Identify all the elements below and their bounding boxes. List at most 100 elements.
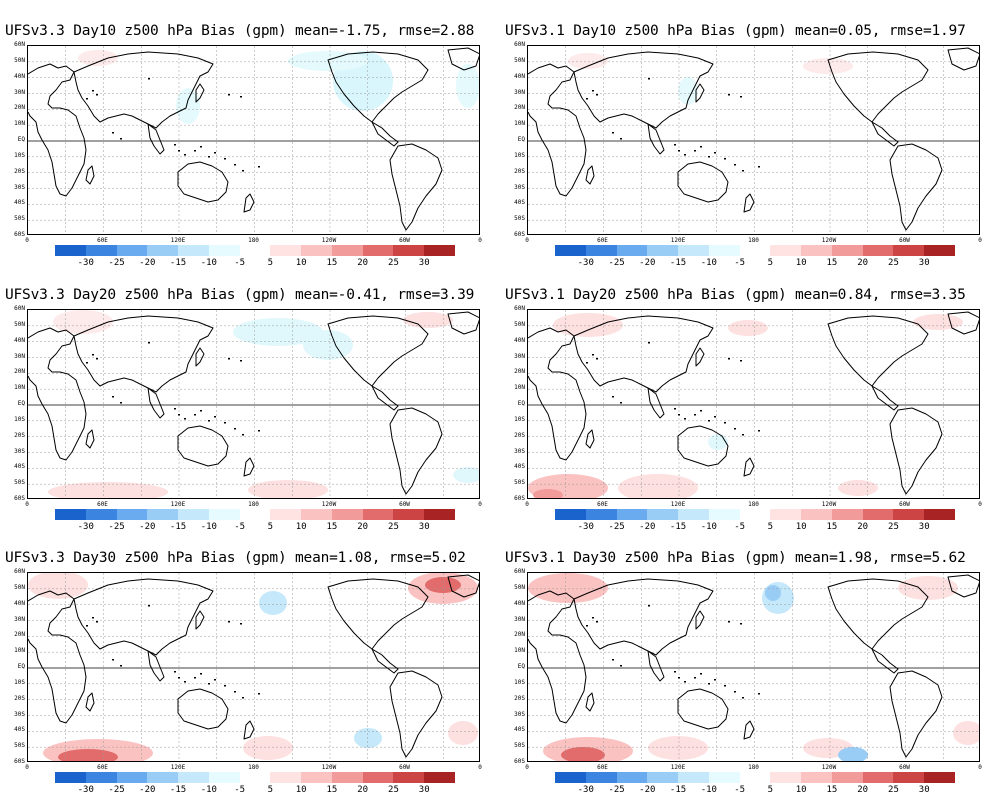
colorbar-label: 20: [357, 258, 369, 268]
latitude-label: 10S: [514, 415, 525, 423]
colorbar-label: -15: [169, 785, 187, 795]
latitude-label: 50N: [514, 583, 525, 591]
colorbar-swatch: [770, 245, 802, 256]
colorbar-label: 25: [888, 258, 899, 268]
coastline: [743, 720, 755, 740]
colorbar-label: 15: [826, 522, 838, 532]
colorbar-label: 15: [826, 785, 838, 795]
latitude-label: 40N: [14, 72, 25, 80]
coastline: [371, 648, 399, 674]
island: [620, 402, 622, 404]
coastline: [243, 193, 255, 213]
colorbar-label: 10: [795, 522, 807, 532]
latitude-label: 20S: [514, 431, 525, 439]
colorbar-swatch: [239, 245, 271, 256]
latitude-label: 60S: [514, 495, 525, 502]
island: [208, 420, 210, 422]
map-panel: UFSv3.3 Day10 z500 hPa Bias (gpm) mean=-…: [5, 23, 482, 285]
colorbar-label: -25: [608, 258, 625, 268]
colorbar-swatch: [893, 772, 925, 783]
colorbar-swatch: [585, 509, 618, 520]
colorbar-label: -30: [77, 785, 94, 795]
coastline: [195, 347, 205, 367]
longitude-label: 120E: [670, 501, 686, 508]
colorbar-swatch: [678, 245, 710, 256]
colorbar-label: -5: [734, 785, 746, 795]
map-svg: [28, 573, 479, 761]
island: [684, 681, 686, 683]
island: [684, 154, 686, 156]
latitude-label: 30S: [14, 447, 25, 455]
island: [92, 90, 94, 92]
island: [234, 428, 236, 430]
colorbar-label: -30: [577, 785, 594, 795]
island: [174, 408, 176, 410]
latitude-label: 50N: [14, 320, 25, 328]
colorbar-label: 25: [888, 785, 899, 795]
colorbar-label: 15: [826, 258, 838, 268]
latitude-label: 40N: [514, 72, 525, 80]
colorbar-label: -20: [639, 522, 656, 532]
latitude-label: 10N: [514, 120, 525, 128]
longitude-label: 120W: [321, 501, 337, 508]
colorbar-swatch: [924, 509, 956, 520]
colorbar-swatch: [739, 772, 771, 783]
colorbar-label: -15: [169, 522, 187, 532]
latitude-label: 50S: [514, 479, 525, 487]
longitude-label: 60E: [597, 764, 608, 771]
latitude-label: 20N: [14, 368, 25, 376]
longitude-label: 0: [478, 764, 482, 771]
island: [620, 665, 622, 667]
coastlines: [28, 574, 479, 758]
coastline: [73, 578, 214, 656]
colorbar-swatch: [647, 245, 679, 256]
island: [714, 152, 716, 154]
colorbar-label: 10: [295, 522, 307, 532]
longitude-label: 60W: [899, 764, 910, 771]
coastline: [177, 425, 229, 467]
latitude-label: 40S: [14, 726, 25, 734]
panel-title: UFSv3.1 Day30 z500 hPa Bias (gpm) mean=1…: [505, 550, 966, 566]
latitude-label: 10S: [14, 151, 25, 159]
map-frame: [27, 572, 480, 762]
map-panel: UFSv3.3 Day30 z500 hPa Bias (gpm) mean=1…: [5, 550, 482, 812]
panel-title: UFSv3.1 Day10 z500 hPa Bias (gpm) mean=0…: [505, 23, 966, 39]
island: [678, 677, 680, 679]
island: [184, 418, 186, 420]
longitude-label: 0: [525, 501, 529, 508]
island: [742, 170, 744, 172]
coastline: [871, 648, 899, 674]
colorbar-swatch: [85, 772, 118, 783]
longitude-label: 0: [525, 237, 529, 244]
colorbar-label: 25: [888, 522, 899, 532]
coastline: [695, 83, 705, 103]
island: [708, 683, 710, 685]
longitude-label: 120E: [170, 501, 186, 508]
colorbar: [555, 772, 965, 783]
colorbar-swatch: [85, 245, 118, 256]
colorbar-label: 10: [795, 258, 807, 268]
colorbar: [55, 772, 465, 783]
colorbar-label: -10: [700, 258, 717, 268]
latitude-label: 30N: [514, 352, 525, 360]
coastline: [827, 578, 929, 650]
bias-field: [568, 53, 853, 105]
colorbar-label: -10: [700, 785, 717, 795]
island: [714, 679, 716, 681]
colorbar-label: -5: [234, 785, 246, 795]
longitude-label: 180: [248, 764, 259, 771]
colorbar-swatch: [585, 772, 618, 783]
colorbar-swatch: [924, 772, 956, 783]
colorbar-label: 25: [388, 258, 399, 268]
latitude-label: 30N: [14, 88, 25, 96]
latitude-label: 30N: [14, 615, 25, 623]
colorbar-swatch: [801, 772, 833, 783]
island: [178, 677, 180, 679]
island: [586, 362, 588, 364]
latitude-label: 10N: [14, 384, 25, 392]
colorbar-swatch: [831, 245, 864, 256]
latitude-label: 30N: [514, 615, 525, 623]
latitude-label: 10N: [14, 647, 25, 655]
island: [708, 420, 710, 422]
coastline: [389, 670, 443, 758]
